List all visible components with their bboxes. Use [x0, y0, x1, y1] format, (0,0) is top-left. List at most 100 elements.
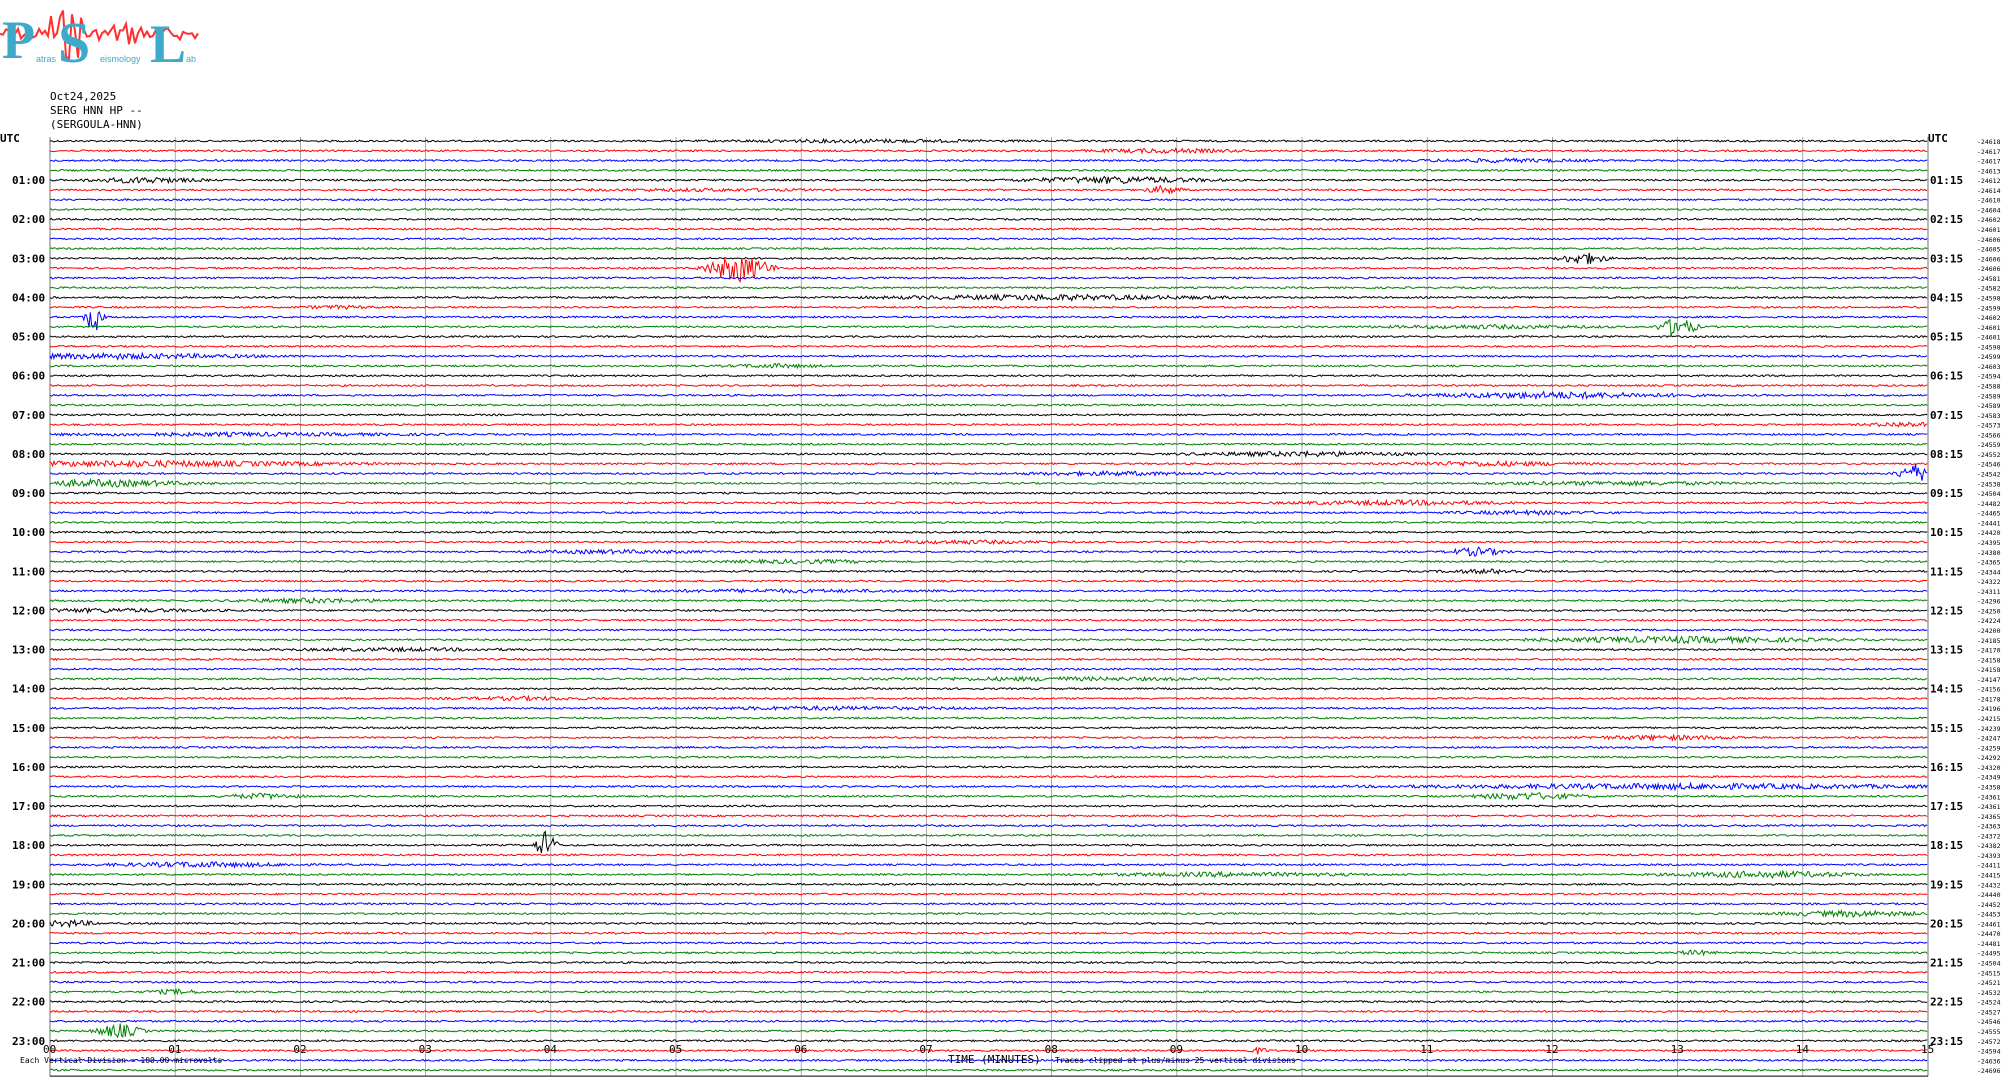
trace-offset-label: -24601: [1977, 334, 2001, 342]
seismic-trace: [49, 137, 1928, 145]
logo-word-3: ab: [186, 54, 196, 64]
hour-label-left: 04:00: [12, 291, 45, 304]
hour-label-right: 08:15: [1930, 448, 1963, 461]
logo-letter-l: L: [150, 14, 186, 72]
hour-label-right: 11:15: [1930, 565, 1963, 578]
hour-label-left: 05:00: [12, 331, 45, 344]
trace-offset-label: -24156: [1977, 686, 2001, 694]
hour-label-right: 18:15: [1930, 839, 1963, 852]
seismic-trace: [49, 276, 1928, 280]
hour-label-left: 15:00: [12, 722, 45, 735]
seismic-trace: [49, 157, 1928, 164]
seismic-trace: [49, 538, 1928, 546]
seismic-trace: [49, 657, 1928, 662]
seismic-trace: [49, 508, 1928, 517]
seismic-trace: [49, 987, 1928, 996]
seismic-trace: [49, 413, 1928, 417]
seismic-trace: [49, 252, 1928, 265]
seismic-trace: [49, 1009, 1928, 1014]
seismic-trace: [49, 618, 1928, 622]
hour-label-right: 05:15: [1930, 331, 1963, 344]
trace-offset-label: -24382: [1977, 842, 2001, 850]
trace-offset-label: -24504: [1977, 490, 2001, 498]
hour-label-left: 09:00: [12, 487, 45, 500]
hour-label-right: 07:15: [1930, 409, 1963, 422]
seismic-trace: [49, 960, 1928, 965]
x-axis-title: TIME (MINUTES): [948, 1053, 1041, 1066]
trace-offset-label: -24598: [1977, 343, 2001, 351]
trace-offset-label: -24432: [1977, 881, 2001, 889]
seismic-trace: [49, 334, 1928, 339]
trace-offset-label: -24465: [1977, 510, 2001, 518]
seismic-trace: [49, 184, 1928, 195]
seismic-trace: [49, 628, 1928, 632]
hour-label-left: 02:00: [12, 213, 45, 226]
hour-label-right: 13:15: [1930, 644, 1963, 657]
trace-offset-label: -24599: [1977, 353, 2001, 361]
seismic-trace: [49, 823, 1928, 828]
seismic-trace: [49, 980, 1928, 984]
left-utc-label: UTC: [0, 132, 20, 145]
trace-offset-label: -24147: [1977, 676, 2001, 684]
hour-label-right: 21:15: [1930, 957, 1963, 970]
trace-offset-label: -24601: [1977, 226, 2001, 234]
hour-label-right: 09:15: [1930, 487, 1963, 500]
trace-offset-label: -24440: [1977, 891, 2001, 899]
record-date: Oct24,2025: [50, 90, 117, 103]
seismic-trace: [49, 861, 1928, 869]
trace-offset-label: -24247: [1977, 735, 2001, 743]
hour-label-left: 06:00: [12, 370, 45, 383]
seismic-trace: [49, 606, 1928, 615]
seismic-trace: [49, 520, 1928, 525]
seismic-trace: [49, 383, 1928, 388]
seismic-trace: [49, 498, 1928, 507]
seismic-trace: [49, 853, 1928, 857]
trace-offset-label: -24696: [1977, 1067, 2001, 1075]
trace-offset-label: -24602: [1977, 314, 2001, 322]
hour-label-right: 02:15: [1930, 213, 1963, 226]
hour-label-left: 12:00: [12, 604, 45, 617]
hour-label-left: 08:00: [12, 448, 45, 461]
x-tick-label: 09: [1170, 1043, 1183, 1056]
seismic-trace: [49, 310, 1928, 331]
hour-label-left: 22:00: [12, 996, 45, 1009]
hour-label-left: 17:00: [12, 800, 45, 813]
trace-offset-label: -24380: [1977, 549, 2001, 557]
trace-offset-label: -24311: [1977, 588, 2001, 596]
hour-label-right: 17:15: [1930, 800, 1963, 813]
trace-offset-label: -24365: [1977, 813, 2001, 821]
seismic-trace: [49, 694, 1928, 702]
logo-word-1: atras: [36, 54, 57, 64]
trace-offset-label: -24320: [1977, 764, 2001, 772]
seismic-trace: [49, 558, 1928, 565]
trace-offset-label: -24546: [1977, 1018, 2001, 1026]
seismic-trace: [49, 941, 1928, 945]
trace-offset-label: -24393: [1977, 852, 2001, 860]
trace-offset-label: -24566: [1977, 431, 2001, 439]
hour-label-left: 20:00: [12, 917, 45, 930]
trace-offset-label: -24606: [1977, 236, 2001, 244]
seismic-trace: [49, 256, 1928, 283]
seismic-trace: [49, 646, 1928, 653]
seismic-trace: [49, 430, 1928, 438]
hour-label-right: 12:15: [1930, 604, 1963, 617]
seismic-trace: [49, 755, 1928, 759]
seismic-trace: [49, 587, 1928, 594]
trace-offset-label: -24504: [1977, 960, 2001, 968]
trace-offset-label: -24617: [1977, 148, 2001, 156]
hour-label-left: 03:00: [12, 252, 45, 265]
trace-offset-label: -24349: [1977, 774, 2001, 782]
x-tick-label: 00: [43, 1043, 56, 1056]
scale-note: Each Vertical Division = 100.00 microvol…: [20, 1056, 222, 1065]
seismic-trace: [49, 830, 1928, 854]
seismic-trace: [49, 792, 1928, 801]
seismic-trace: [49, 175, 1928, 185]
x-tick-label: 04: [544, 1043, 558, 1056]
seismic-trace: [49, 491, 1928, 495]
seismic-trace: [49, 882, 1928, 886]
hour-label-left: 14:00: [12, 683, 45, 696]
x-tick-label: 13: [1671, 1043, 1684, 1056]
seismic-trace: [49, 726, 1928, 730]
trace-offset-label: -24178: [1977, 695, 2001, 703]
